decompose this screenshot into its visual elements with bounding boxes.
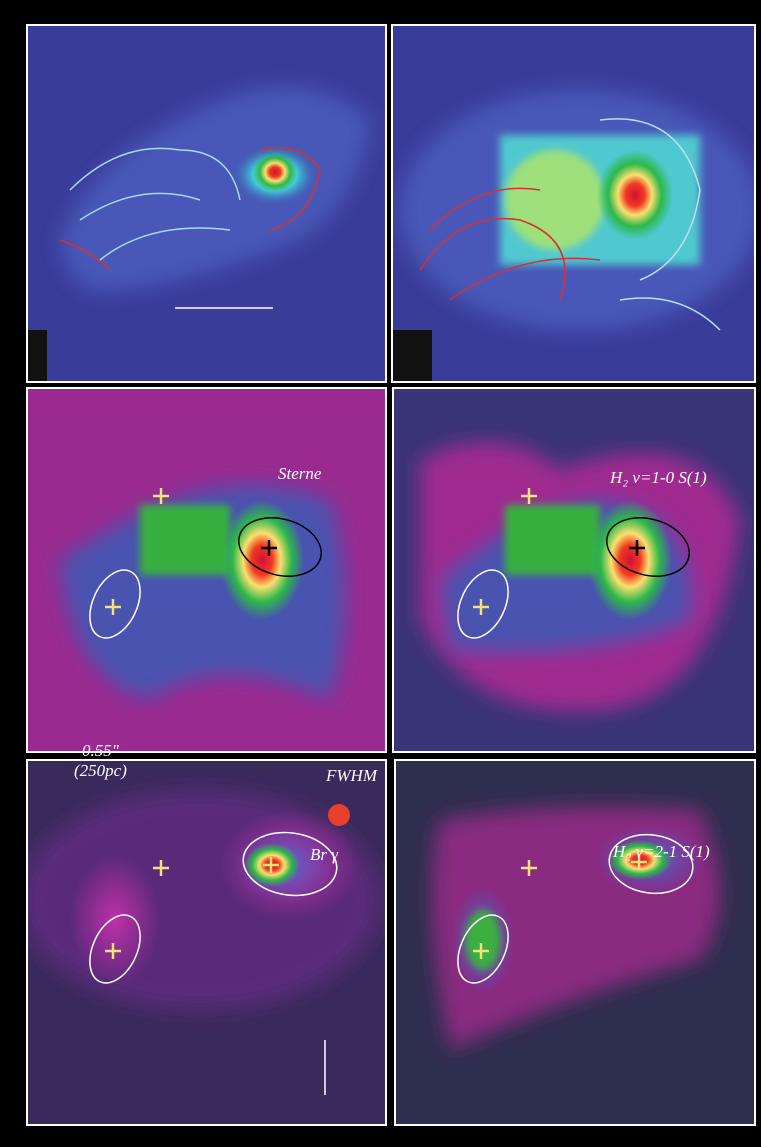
frame: [391, 24, 756, 383]
panel-label: H₂ v=1-0 S(1): [609, 468, 707, 487]
frame: [26, 387, 387, 753]
panel-middle-right: [393, 388, 755, 752]
frame: [26, 759, 387, 1126]
scale-sub: (250pc): [74, 761, 127, 780]
frame: [26, 24, 387, 383]
panel-middle-left: [27, 388, 386, 752]
scale-label: 0.55": [82, 741, 120, 760]
panel-label: H₂ v=2-1 S(1): [612, 842, 710, 861]
panel-label: Br γ: [310, 845, 339, 864]
panel-top-left: [27, 25, 386, 382]
frame: [394, 759, 756, 1126]
panel-top-right: [392, 25, 755, 382]
panel-bottom-left: [27, 760, 386, 1125]
frame: [392, 387, 756, 753]
panel-bottom-right: [395, 760, 755, 1125]
beam-label: FWHM: [325, 766, 378, 785]
panel-label: Sterne: [278, 464, 322, 483]
